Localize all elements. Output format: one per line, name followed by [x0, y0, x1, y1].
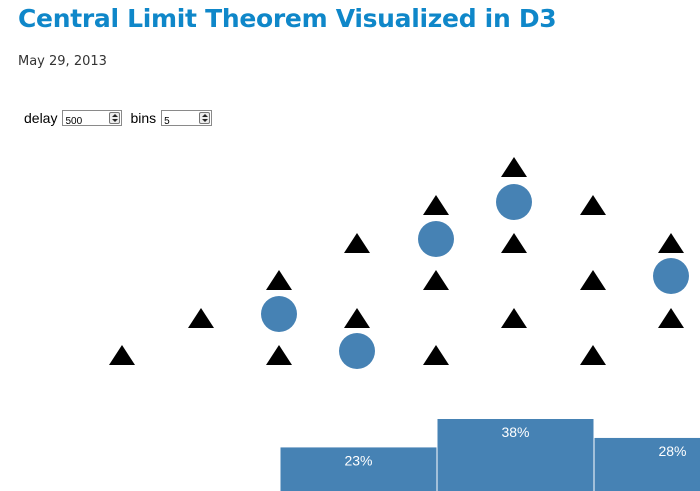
peg-icon: [501, 157, 527, 177]
peg-icon: [580, 270, 606, 290]
post-date: May 29, 2013: [18, 54, 107, 69]
peg-icon: [423, 270, 449, 290]
bins-stepper-arrows[interactable]: [199, 112, 211, 124]
histogram-bar: [437, 419, 594, 491]
peg-icon: [501, 308, 527, 328]
peg-icon: [501, 233, 527, 253]
peg-icon: [344, 308, 370, 328]
peg-icon: [188, 308, 214, 328]
peg-icon: [266, 345, 292, 365]
histogram: 23% 38% 28%: [280, 419, 700, 491]
bins-input[interactable]: [162, 114, 200, 129]
peg-grid: [109, 157, 684, 365]
peg-icon: [658, 233, 684, 253]
bins-decrement-icon[interactable]: [202, 119, 209, 122]
delay-spinner[interactable]: [62, 110, 123, 129]
ball-icon: [496, 184, 532, 220]
histogram-bar: [280, 447, 437, 491]
delay-stepper-arrows[interactable]: [109, 112, 121, 124]
peg-icon: [580, 345, 606, 365]
peg-icon: [266, 270, 292, 290]
bins-spinner[interactable]: [161, 110, 213, 129]
ball-icon: [418, 221, 454, 257]
page-title: Central Limit Theorem Visualized in D3: [18, 4, 557, 33]
histogram-bar-label: 28%: [658, 443, 686, 459]
bins-label: bins: [130, 110, 157, 126]
peg-icon: [580, 195, 606, 215]
delay-input[interactable]: [63, 114, 110, 129]
peg-icon: [109, 345, 135, 365]
peg-icon: [423, 195, 449, 215]
peg-icon: [658, 308, 684, 328]
peg-icon: [423, 345, 449, 365]
falling-balls: [261, 184, 689, 369]
controls-bar: delay bins: [24, 108, 220, 129]
delay-decrement-icon[interactable]: [112, 119, 119, 122]
histogram-bar-label: 38%: [501, 424, 529, 440]
bins-increment-icon[interactable]: [202, 114, 209, 117]
ball-icon: [339, 333, 375, 369]
delay-label: delay: [24, 110, 58, 126]
histogram-bar: [594, 437, 700, 491]
peg-icon: [344, 233, 370, 253]
histogram-bar-label: 23%: [344, 452, 372, 468]
ball-icon: [261, 296, 297, 332]
delay-increment-icon[interactable]: [112, 114, 119, 117]
ball-icon: [653, 258, 689, 294]
